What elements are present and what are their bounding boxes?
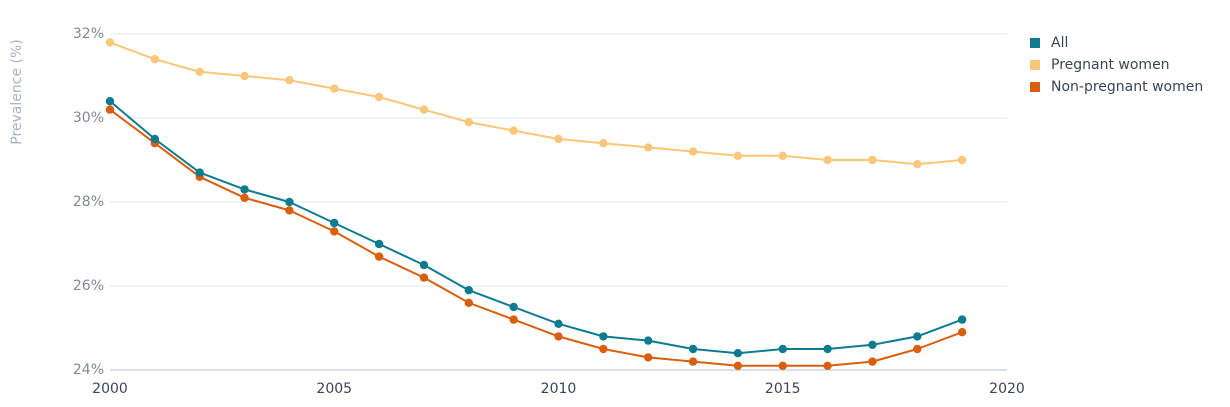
data-point-pregnant-women: [599, 139, 608, 148]
y-tick-label: 24%: [73, 362, 104, 378]
data-point-non-pregnant-women: [464, 298, 473, 307]
data-point-all: [105, 97, 115, 106]
series-layer: [105, 38, 967, 370]
data-point-pregnant-women: [195, 67, 204, 77]
data-point-non-pregnant-women: [778, 361, 787, 370]
data-point-pregnant-women: [285, 76, 294, 85]
data-point-non-pregnant-women: [285, 206, 294, 215]
legend-label: All: [1051, 35, 1068, 51]
data-point-all: [285, 197, 294, 207]
data-point-non-pregnant-women: [688, 357, 698, 366]
y-axis-label: Prevalence (%): [9, 39, 25, 145]
data-point-non-pregnant-women: [240, 193, 249, 202]
x-tick-label: 2015: [765, 381, 801, 397]
data-point-pregnant-women: [509, 126, 518, 135]
data-point-pregnant-women: [957, 155, 967, 165]
x-tick-label: 2010: [541, 381, 577, 397]
series-line-non-pregnant-women: [109, 108, 964, 367]
data-point-pregnant-women: [913, 160, 922, 169]
data-point-non-pregnant-women: [599, 344, 608, 354]
data-point-non-pregnant-women: [868, 357, 877, 366]
legend-item-pregnant-women: Pregnant women: [1030, 57, 1170, 73]
data-point-all: [957, 315, 967, 324]
data-point-all: [913, 332, 922, 341]
data-point-pregnant-women: [464, 118, 473, 127]
series-line-all: [109, 100, 964, 355]
data-point-pregnant-women: [419, 105, 429, 114]
y-tick-label: 30%: [73, 110, 104, 126]
y-tick-label: 32%: [73, 26, 104, 42]
data-point-pregnant-women: [240, 71, 249, 81]
legend-item-all: All: [1030, 35, 1068, 51]
data-point-all: [195, 168, 204, 177]
data-point-all: [823, 344, 832, 354]
data-point-pregnant-women: [554, 134, 563, 144]
legend-swatch: [1030, 60, 1040, 70]
data-point-non-pregnant-women: [509, 315, 518, 324]
series-non-pregnant-women: [105, 105, 967, 370]
data-point-pregnant-women: [688, 147, 698, 156]
data-point-all: [419, 260, 429, 270]
y-tick-label: 28%: [73, 194, 104, 210]
legend-item-non-pregnant-women: Non-pregnant women: [1030, 79, 1203, 95]
legend-swatch: [1030, 82, 1040, 92]
data-point-all: [509, 302, 518, 312]
data-point-pregnant-women: [374, 92, 384, 102]
data-point-non-pregnant-women: [105, 105, 115, 114]
data-point-non-pregnant-women: [330, 227, 339, 236]
data-point-all: [868, 340, 877, 349]
data-point-all: [778, 344, 787, 354]
data-point-pregnant-women: [778, 151, 787, 160]
data-point-pregnant-women: [150, 55, 160, 64]
legend-label: Pregnant women: [1051, 57, 1170, 73]
data-point-non-pregnant-women: [554, 332, 563, 341]
x-tick-label: 2020: [989, 381, 1025, 397]
data-point-all: [150, 134, 160, 144]
legend-label: Non-pregnant women: [1051, 79, 1203, 95]
data-point-all: [688, 344, 698, 354]
legend-swatch: [1030, 38, 1040, 48]
data-point-all: [554, 319, 563, 328]
data-point-pregnant-women: [733, 151, 743, 160]
data-point-non-pregnant-women: [957, 328, 967, 337]
data-point-pregnant-women: [868, 155, 877, 165]
series-line-pregnant-women: [109, 41, 964, 166]
data-point-pregnant-women: [823, 155, 832, 165]
data-point-all: [464, 286, 473, 295]
x-tick-label: 2000: [92, 381, 128, 397]
data-point-non-pregnant-women: [913, 344, 922, 354]
data-point-all: [330, 218, 339, 228]
data-point-all: [599, 332, 608, 341]
data-point-all: [644, 336, 653, 345]
data-point-non-pregnant-women: [823, 361, 832, 370]
legend: All Pregnant women Non-pregnant women: [1030, 35, 1203, 95]
data-point-all: [733, 349, 743, 358]
data-point-all: [374, 239, 384, 249]
axis-layer: 24% 26% 28% 30% 32% 2000 2005 2010 2015 2020: [73, 26, 1025, 397]
data-point-non-pregnant-women: [644, 353, 653, 362]
data-point-non-pregnant-women: [374, 252, 384, 261]
y-tick-label: 26%: [73, 278, 104, 294]
series-pregnant-women: [105, 38, 967, 169]
data-point-pregnant-women: [644, 143, 653, 152]
x-tick-label: 2005: [316, 381, 352, 397]
data-point-all: [240, 185, 249, 194]
series-all: [105, 97, 967, 358]
data-point-pregnant-women: [105, 38, 115, 47]
data-point-non-pregnant-women: [733, 361, 743, 370]
data-point-pregnant-women: [330, 84, 339, 93]
data-point-non-pregnant-women: [419, 273, 429, 282]
